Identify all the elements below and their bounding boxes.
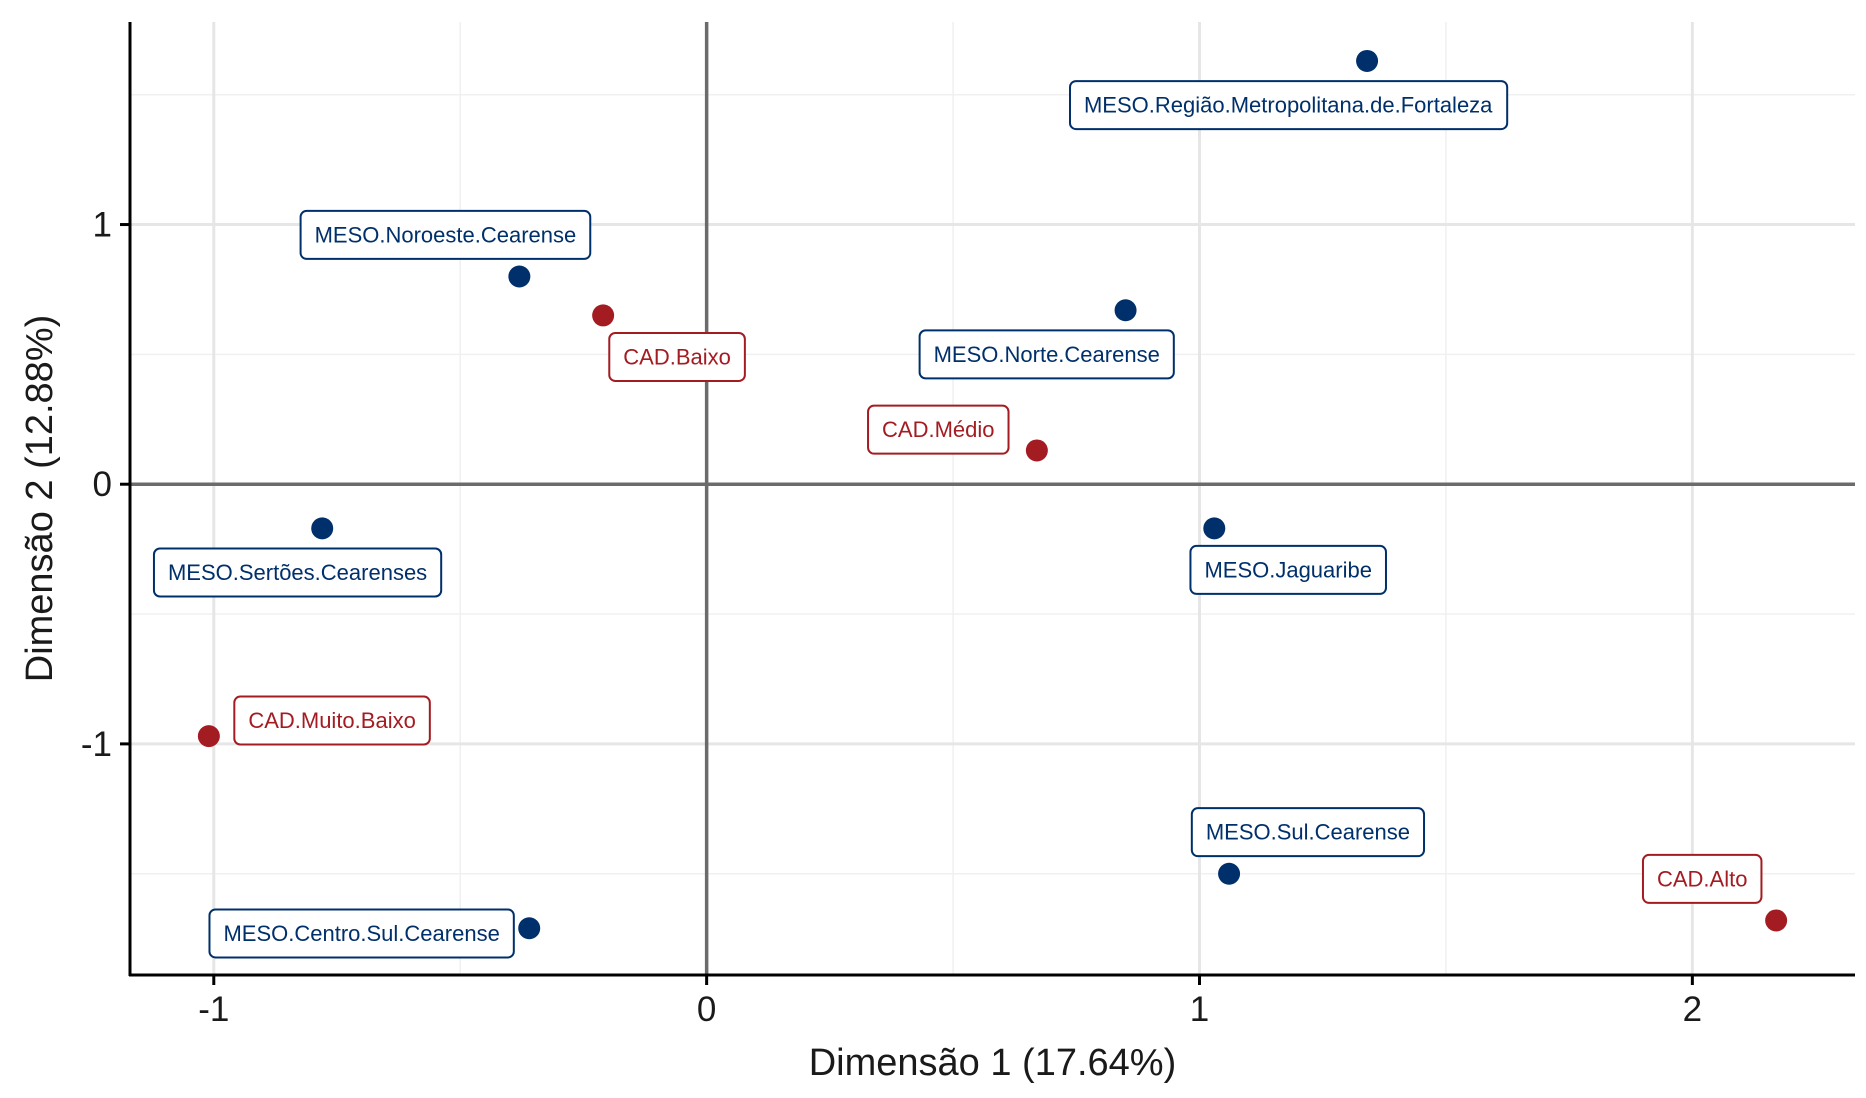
cad-label: CAD.Médio	[867, 404, 1010, 455]
meso-label: MESO.Sul.Cearense	[1190, 807, 1426, 858]
meso-label: MESO.Região.Metropolitana.de.Fortaleza	[1068, 80, 1509, 131]
point-labels: MESO.Região.Metropolitana.de.Fortaleza ME…	[152, 80, 1763, 959]
label-box	[1068, 80, 1509, 131]
label-box	[1641, 853, 1763, 904]
meso-label: MESO.Centro.Sul.Cearense	[208, 908, 515, 959]
label-box	[918, 329, 1175, 380]
reference-lines	[130, 22, 1855, 975]
label-text: CAD.Baixo	[623, 344, 731, 369]
label-box	[1189, 544, 1387, 595]
label-text: MESO.Noroeste.Cearense	[315, 222, 577, 247]
label-box	[299, 209, 592, 260]
meso-point	[311, 517, 334, 540]
label-box	[233, 695, 431, 746]
x-tick-label: -1	[198, 990, 229, 1029]
meso-point	[1218, 862, 1241, 885]
meso-label: MESO.Norte.Cearense	[918, 329, 1175, 380]
label-box	[867, 404, 1010, 455]
x-axis-ticks: -1 0 1 2	[198, 975, 1702, 1029]
y-axis-ticks: -1 0 1	[81, 206, 130, 764]
label-box	[152, 547, 443, 598]
x-tick-label: 1	[1190, 990, 1209, 1029]
cad-label: CAD.Baixo	[608, 331, 746, 382]
y-tick-label: 0	[93, 465, 112, 504]
label-box	[608, 331, 746, 382]
y-tick-label: -1	[81, 725, 112, 764]
meso-point	[1356, 49, 1379, 72]
x-tick-label: 2	[1683, 990, 1702, 1029]
label-text: MESO.Centro.Sul.Cearense	[223, 921, 499, 946]
label-box	[1190, 807, 1426, 858]
y-axis-title: Dimensão 2 (12.88%)	[19, 315, 61, 683]
label-text: MESO.Sul.Cearense	[1206, 820, 1410, 845]
data-points	[197, 49, 1788, 940]
label-box	[208, 908, 515, 959]
grid-minor	[130, 22, 1855, 975]
meso-label: MESO.Noroeste.Cearense	[299, 209, 592, 260]
x-tick-label: 0	[697, 990, 716, 1029]
x-axis-title: Dimensão 1 (17.64%)	[809, 1042, 1177, 1084]
label-text: CAD.Alto	[1657, 866, 1747, 891]
cad-point	[592, 304, 615, 327]
label-text: MESO.Norte.Cearense	[934, 342, 1160, 367]
label-text: MESO.Região.Metropolitana.de.Fortaleza	[1084, 93, 1493, 118]
cad-label: CAD.Alto	[1641, 853, 1763, 904]
cad-point	[1765, 909, 1788, 932]
label-text: CAD.Muito.Baixo	[248, 708, 416, 733]
meso-label: MESO.Sertões.Cearenses	[152, 547, 443, 598]
meso-point	[1203, 517, 1226, 540]
cad-point	[1025, 439, 1048, 462]
meso-point	[518, 917, 541, 940]
meso-point	[508, 265, 531, 288]
cad-point	[197, 725, 220, 748]
label-text: MESO.Jaguaribe	[1204, 557, 1372, 582]
label-text: MESO.Sertões.Cearenses	[168, 560, 427, 585]
y-tick-label: 1	[93, 206, 112, 245]
meso-label: MESO.Jaguaribe	[1189, 544, 1387, 595]
cad-label: CAD.Muito.Baixo	[233, 695, 431, 746]
meso-point	[1114, 299, 1137, 322]
grid-major	[130, 22, 1855, 975]
label-text: CAD.Médio	[882, 417, 994, 442]
axes	[128, 22, 1855, 977]
